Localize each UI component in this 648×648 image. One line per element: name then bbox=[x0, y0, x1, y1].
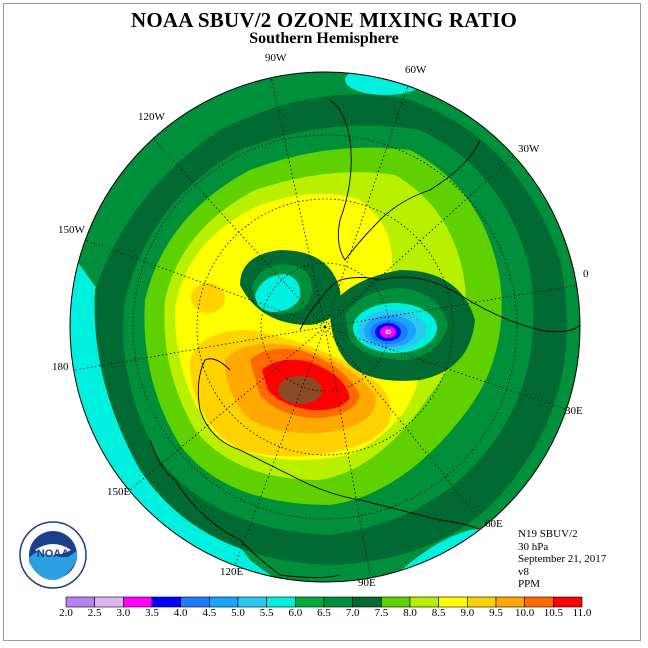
colorbar-tick-label: 9.0 bbox=[460, 607, 475, 619]
colorbar-tick-label: 7.5 bbox=[374, 607, 389, 619]
colorbar-swatch bbox=[381, 596, 411, 608]
colorbar-swatch bbox=[237, 596, 267, 608]
lon-label-120w: 120W bbox=[138, 111, 165, 123]
lon-label-60e: 60E bbox=[485, 518, 503, 530]
units-label: PPM bbox=[518, 578, 541, 590]
colorbar-tick-label: 11.0 bbox=[572, 607, 592, 619]
noaa-logo: NOAA bbox=[18, 520, 88, 590]
graticule bbox=[74, 72, 580, 576]
colorbar-tick-label: 9.5 bbox=[489, 607, 503, 619]
date-label: September 21, 2017 bbox=[518, 553, 607, 565]
satellite-label: N19 SBUV/2 bbox=[518, 528, 578, 540]
lon-label-150e: 150E bbox=[107, 486, 131, 498]
lon-label-30e: 30E bbox=[565, 405, 583, 417]
colorbar-tick-label: 7.0 bbox=[345, 607, 360, 619]
colorbar-swatch bbox=[266, 596, 296, 608]
colorbar-swatch bbox=[65, 596, 95, 608]
colorbar-tick-label: 2.5 bbox=[87, 607, 102, 619]
colorbar-tick-label: 3.5 bbox=[145, 607, 159, 619]
colorbar-tick-label: 4.0 bbox=[173, 607, 188, 619]
colorbar-tick-label: 5.5 bbox=[259, 607, 274, 619]
colorbar-swatch bbox=[524, 596, 554, 608]
colorbar-tick-label: 8.0 bbox=[403, 607, 417, 619]
colorbar-swatch bbox=[209, 596, 239, 608]
colorbar-swatch bbox=[123, 596, 153, 608]
map-boundary bbox=[69, 71, 581, 583]
colorbar-tick-label: 3.0 bbox=[116, 607, 131, 619]
colorbar-swatch bbox=[94, 596, 124, 608]
pressure-level: 30 hPa bbox=[518, 540, 549, 553]
info-block: N19 SBUV/2 30 hPa September 21, 2017 v8 … bbox=[518, 528, 606, 591]
colorbar-swatch bbox=[180, 596, 210, 608]
lon-label-60w: 60W bbox=[405, 64, 427, 76]
colorbar-tick-label: 2.0 bbox=[59, 607, 73, 619]
version-label: v8 bbox=[518, 565, 529, 578]
colorbar-tick-label: 8.5 bbox=[431, 607, 446, 619]
colorbar-tick-label: 5.0 bbox=[231, 607, 245, 619]
lon-label-0: 0 bbox=[583, 268, 589, 280]
colorbar-tick-label: 4.5 bbox=[202, 607, 217, 619]
coastlines bbox=[149, 99, 580, 578]
lon-label-180: 180 bbox=[52, 361, 69, 373]
colorbar-tick-label: 10.0 bbox=[515, 607, 535, 619]
colorbar-tick-label: 10.5 bbox=[543, 607, 563, 619]
lon-label-90w: 90W bbox=[265, 52, 287, 64]
colorbar-swatch bbox=[409, 596, 439, 608]
colorbar-tick-label: 6.5 bbox=[317, 607, 331, 619]
noaa-logo-text: NOAA bbox=[36, 548, 70, 560]
lon-label-150w: 150W bbox=[58, 224, 85, 236]
figure-frame bbox=[3, 3, 641, 641]
colorbar-swatch bbox=[151, 596, 181, 608]
colorbar bbox=[65, 596, 583, 608]
map-subtitle: Southern Hemisphere bbox=[249, 30, 399, 47]
colorbar-swatch bbox=[352, 596, 382, 608]
colorbar-tick-label: 6.0 bbox=[288, 607, 303, 619]
lon-label-30w: 30W bbox=[518, 143, 540, 155]
colorbar-swatch bbox=[295, 596, 325, 608]
colorbar-swatch bbox=[553, 596, 583, 608]
map-title: NOAA SBUV/2 OZONE MIXING RATIO bbox=[131, 8, 517, 32]
lon-label-120e: 120E bbox=[220, 566, 244, 578]
colorbar-swatch bbox=[323, 596, 353, 608]
colorbar-swatch bbox=[495, 596, 525, 608]
colorbar-swatch bbox=[438, 596, 468, 608]
ozone-field bbox=[70, 72, 580, 582]
colorbar-swatch bbox=[467, 596, 497, 608]
lon-label-90e: 90E bbox=[358, 577, 376, 589]
